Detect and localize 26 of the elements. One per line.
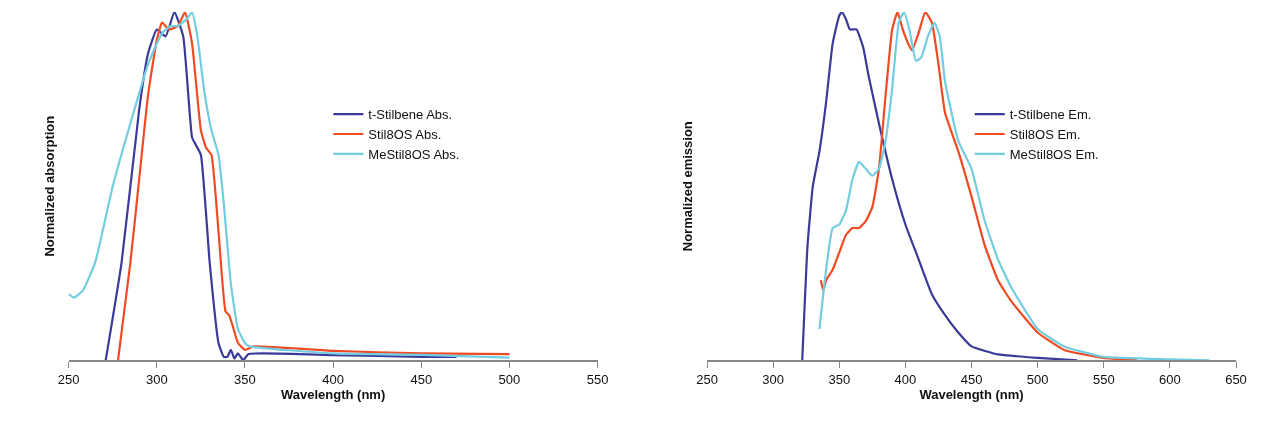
x-tick-label: 500 xyxy=(1026,371,1049,387)
y-axis-title: Normalized absorption xyxy=(41,115,57,257)
x-tick-label: 650 xyxy=(1225,371,1247,387)
legend-label: t-Stilbene Abs. xyxy=(368,107,453,123)
x-tick-label: 250 xyxy=(57,371,80,387)
x-tick-label: 500 xyxy=(498,371,521,387)
legend-label: t-Stilbene Em. xyxy=(1009,107,1092,123)
x-axis-title: Wavelength (nm) xyxy=(919,386,1024,402)
x-tick-label: 350 xyxy=(828,371,851,387)
x-tick-label: 550 xyxy=(1092,371,1115,387)
x-tick-label: 450 xyxy=(410,371,433,387)
x-tick-label: 300 xyxy=(762,371,785,387)
x-tick-label: 600 xyxy=(1159,371,1181,387)
legend-label: MeStil8OS Abs. xyxy=(368,146,460,162)
y-axis-title: Normalized emission xyxy=(679,121,695,252)
x-tick-label: 550 xyxy=(586,371,609,387)
legend-label: MeStil8OS Em. xyxy=(1009,146,1099,162)
legend-label: Stil8OS Em. xyxy=(1009,127,1081,143)
x-axis-title: Wavelength (nm) xyxy=(280,386,386,402)
x-tick-label: 450 xyxy=(960,371,983,387)
x-tick-label: 400 xyxy=(894,371,917,387)
x-tick-label: 300 xyxy=(145,371,168,387)
legend-label: Stil8OS Abs. xyxy=(368,127,442,143)
x-tick-label: 350 xyxy=(234,371,256,387)
x-tick-label: 400 xyxy=(322,371,344,387)
x-tick-label: 250 xyxy=(696,371,718,387)
